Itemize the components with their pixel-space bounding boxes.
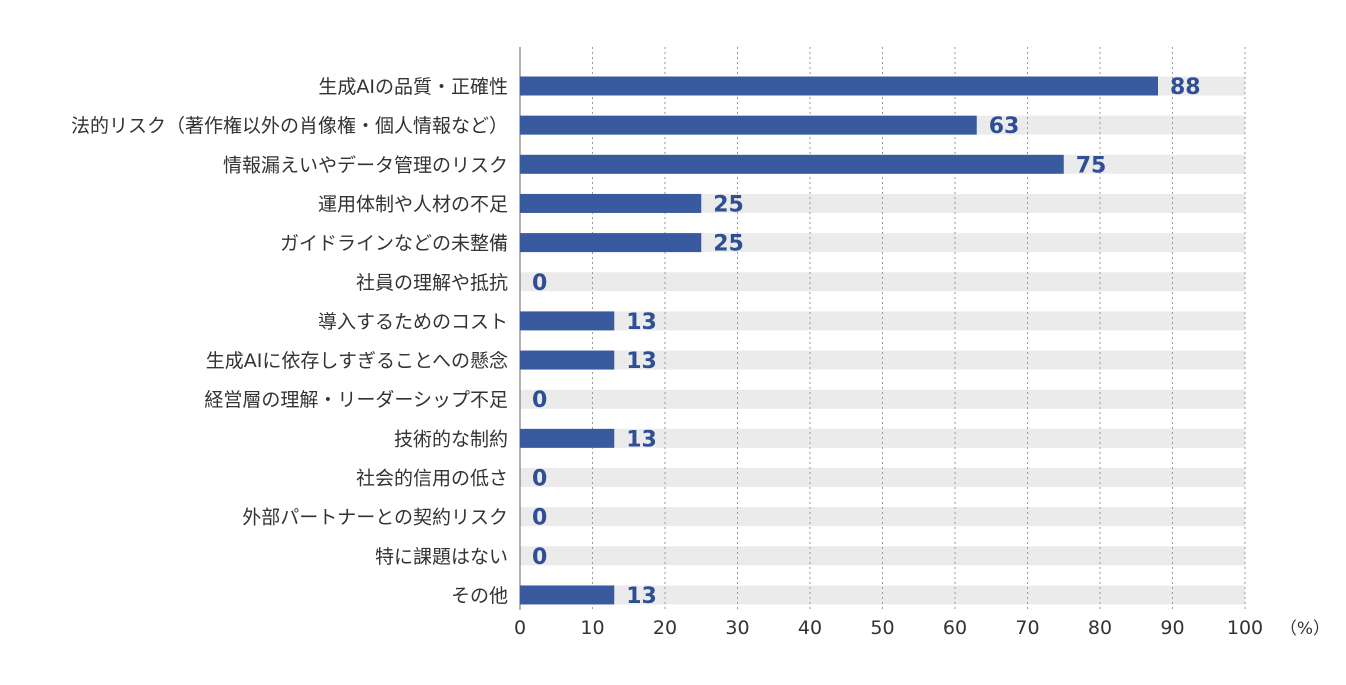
value-label: 13 bbox=[626, 584, 657, 609]
value-labels: 88 63 75 25 25 0 13 13 0 13 0 0 0 13 bbox=[532, 75, 1201, 609]
category-label: 社会的信用の低さ bbox=[356, 468, 508, 490]
bar bbox=[520, 350, 615, 370]
value-label: 13 bbox=[626, 427, 657, 452]
category-label: 法的リスク（著作権以外の肖像権・個人情報など） bbox=[71, 115, 508, 137]
category-label: ガイドラインなどの未整備 bbox=[280, 233, 508, 255]
x-tick-label: 40 bbox=[798, 617, 822, 639]
x-tick-label: 20 bbox=[653, 617, 677, 639]
value-label: 0 bbox=[532, 271, 547, 296]
bars bbox=[520, 76, 1158, 605]
value-label: 0 bbox=[532, 467, 547, 492]
category-label: 経営層の理解・リーダーシップ不足 bbox=[204, 389, 508, 411]
bar-track bbox=[520, 350, 1245, 370]
value-label: 0 bbox=[532, 388, 547, 413]
x-tick-label: 100 bbox=[1227, 617, 1263, 639]
category-label: 運用体制や人材の不足 bbox=[318, 193, 508, 215]
value-label: 25 bbox=[713, 232, 744, 257]
x-axis-unit-label: （%） bbox=[1280, 619, 1330, 639]
bar bbox=[520, 76, 1158, 96]
value-label: 88 bbox=[1170, 75, 1201, 100]
x-tick-label: 70 bbox=[1015, 617, 1039, 639]
category-label: 生成AIに依存しすぎることへの懸念 bbox=[206, 349, 508, 372]
value-label: 0 bbox=[532, 545, 547, 570]
category-label: 生成AIの品質・正確性 bbox=[318, 76, 508, 98]
bar-track bbox=[520, 272, 1245, 292]
value-label: 13 bbox=[626, 349, 657, 374]
bar bbox=[520, 311, 615, 331]
bar-track bbox=[520, 585, 1245, 605]
x-tick-label: 10 bbox=[580, 617, 604, 639]
bar bbox=[520, 428, 615, 448]
bar bbox=[520, 193, 702, 213]
value-label: 0 bbox=[532, 506, 547, 531]
category-label: 導入するためのコスト bbox=[318, 311, 508, 333]
category-label: 外部パートナーとの契約リスク bbox=[242, 507, 508, 529]
category-label: 情報漏えいやデータ管理のリスク bbox=[223, 154, 508, 176]
x-tick-label: 80 bbox=[1088, 617, 1112, 639]
x-axis-ticks: 0 10 20 30 40 50 60 70 80 90 100 bbox=[514, 617, 1263, 639]
category-label: 技術的な制約 bbox=[394, 428, 508, 450]
bar-track bbox=[520, 507, 1245, 527]
bar bbox=[520, 233, 702, 253]
bar bbox=[520, 154, 1064, 174]
value-label: 13 bbox=[626, 310, 657, 335]
bar bbox=[520, 585, 615, 605]
x-tick-label: 60 bbox=[943, 617, 967, 639]
bar-track bbox=[520, 389, 1245, 409]
bar bbox=[520, 115, 977, 135]
x-tick-label: 0 bbox=[514, 617, 526, 639]
category-label: 特に課題はない bbox=[375, 546, 508, 568]
category-label: その他 bbox=[451, 585, 508, 607]
x-tick-label: 30 bbox=[725, 617, 749, 639]
bar-track bbox=[520, 311, 1245, 331]
category-label: 社員の理解や抵抗 bbox=[356, 272, 508, 294]
bar-track bbox=[520, 546, 1245, 566]
value-label: 25 bbox=[713, 192, 744, 217]
x-tick-label: 90 bbox=[1160, 617, 1184, 639]
value-label: 63 bbox=[989, 114, 1020, 139]
x-tick-label: 50 bbox=[870, 617, 894, 639]
value-label: 75 bbox=[1076, 153, 1107, 178]
